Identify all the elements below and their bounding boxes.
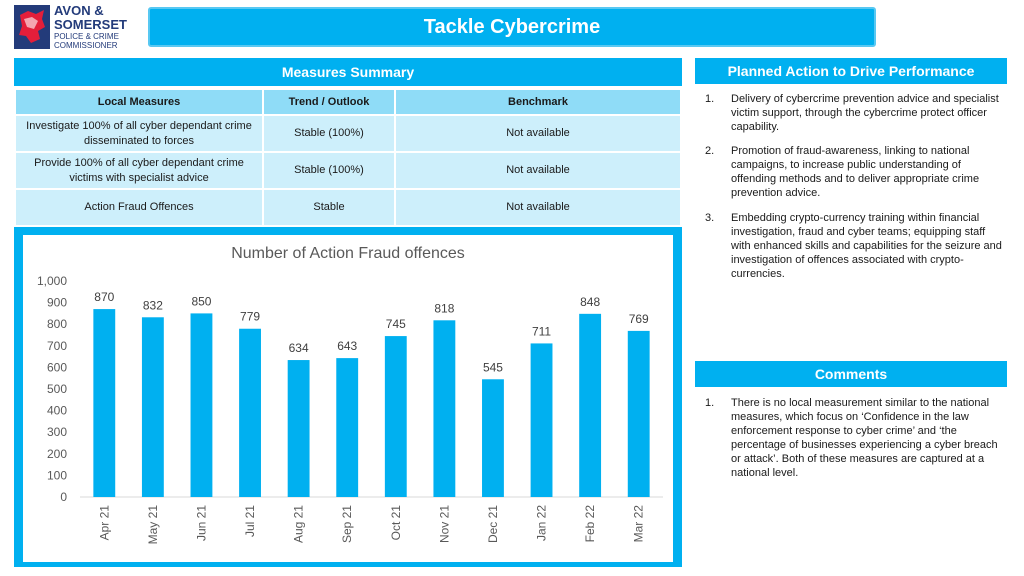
x-tick-label: Jan 22 — [535, 505, 549, 541]
x-tick-label: Feb 22 — [583, 505, 597, 543]
x-tick-label: Sep 21 — [340, 505, 354, 543]
cell-trend: Stable (100%) — [262, 151, 396, 190]
column-header-local-measures: Local Measures — [14, 88, 264, 116]
x-tick-label: Jun 21 — [194, 505, 208, 541]
cell-benchmark: Not available — [394, 188, 682, 227]
cell-measure: Provide 100% of all cyber dependant crim… — [14, 151, 264, 190]
x-tick-label: Dec 21 — [486, 505, 500, 543]
comments-title: Comments — [814, 366, 888, 382]
pcc-logo: AVON & SOMERSET POLICE & CRIME COMMISSIO… — [14, 4, 146, 50]
data-label: 545 — [483, 360, 503, 374]
x-tick-label: Nov 21 — [437, 505, 451, 543]
page-title: Tackle Cybercrime — [423, 15, 601, 38]
bar — [627, 330, 650, 497]
measures-summary-header: Measures Summary — [14, 58, 682, 86]
data-label: 832 — [143, 298, 163, 312]
table-row: Investigate 100% of all cyber dependant … — [14, 114, 682, 153]
x-tick-label: Jul 21 — [243, 505, 257, 537]
x-tick-label: May 21 — [146, 505, 160, 545]
y-tick-label: 900 — [47, 296, 67, 310]
planned-action-header: Planned Action to Drive Performance — [695, 58, 1007, 84]
bar — [93, 309, 116, 497]
chart-title: Number of Action Fraud offences — [231, 245, 465, 262]
data-label: 818 — [434, 301, 454, 315]
data-label: 711 — [532, 324, 551, 338]
cell-benchmark: Not available — [394, 114, 682, 153]
logo-line-4: COMMISSIONER — [54, 41, 118, 50]
bar — [433, 320, 456, 497]
bar — [141, 317, 164, 497]
cell-trend: Stable — [262, 188, 396, 227]
chart-area: Number of Action Fraud offences 0 100 200 3… — [23, 235, 673, 562]
bar — [287, 360, 310, 497]
shield-logo-icon — [14, 5, 50, 49]
cell-benchmark: Not available — [394, 151, 682, 190]
y-tick-label: 200 — [47, 447, 67, 461]
data-label: 779 — [240, 310, 260, 324]
bar-chart: 0 100 200 300 400 500 600 700 800 900 1,000 870 Apr … — [37, 274, 663, 545]
column-header-benchmark: Benchmark — [394, 88, 682, 116]
y-tick-label: 800 — [47, 317, 67, 331]
bar — [530, 343, 553, 497]
x-tick-label: Apr 21 — [97, 505, 111, 541]
y-tick-label: 1,000 — [37, 274, 67, 288]
page-title-bar: Tackle Cybercrime — [148, 7, 876, 47]
cell-measure: Investigate 100% of all cyber dependant … — [14, 114, 264, 153]
table-row: Provide 100% of all cyber dependant crim… — [14, 151, 682, 190]
list-item: 2. Promotion of fraud-awareness, linking… — [695, 144, 1007, 200]
list-item-number: 1. — [705, 93, 715, 105]
logo-line-2: SOMERSET — [54, 17, 127, 32]
list-item-number: 1. — [705, 397, 715, 409]
table-header-row: Local Measures Trend / Outlook Benchmark — [14, 88, 682, 116]
data-label: 769 — [629, 312, 649, 326]
measures-table: Local Measures Trend / Outlook Benchmark… — [14, 88, 682, 227]
data-label: 634 — [289, 341, 309, 355]
table-row: Action Fraud Offences Stable Not availab… — [14, 188, 682, 227]
bar — [239, 328, 261, 497]
bar — [579, 313, 602, 497]
y-tick-label: 700 — [47, 339, 67, 353]
list-item-number: 2. — [705, 145, 715, 158]
y-tick-label: 400 — [47, 404, 67, 418]
column-header-trend: Trend / Outlook — [262, 88, 396, 116]
list-item: 3. Embedding crypto-currency training wi… — [695, 211, 1007, 281]
bar — [482, 379, 504, 497]
list-item: 1. There is no local measurement similar… — [695, 396, 1007, 480]
data-label: 643 — [337, 339, 357, 353]
chart-panel: Number of Action Fraud offences 0 100 200 3… — [14, 227, 682, 567]
data-label: 745 — [386, 317, 406, 331]
comments-list: 1. There is no local measurement similar… — [695, 396, 1007, 490]
measures-summary-title: Measures Summary — [281, 64, 415, 80]
logo-line-1: AVON & — [54, 3, 104, 18]
y-tick-label: 100 — [47, 468, 67, 482]
comments-header: Comments — [695, 361, 1007, 387]
planned-action-title: Planned Action to Drive Performance — [727, 63, 975, 79]
cell-measure: Action Fraud Offences — [14, 188, 264, 227]
bar — [384, 336, 407, 497]
data-label: 870 — [94, 290, 114, 304]
list-item-text: There is no local measurement similar to… — [731, 397, 998, 480]
x-tick-label: Mar 22 — [632, 505, 646, 543]
y-tick-label: 600 — [47, 360, 67, 374]
x-tick-label: Aug 21 — [292, 505, 306, 543]
logo-line-3: POLICE & CRIME — [54, 32, 119, 41]
y-tick-label: 300 — [47, 425, 67, 439]
cell-trend: Stable (100%) — [262, 114, 396, 153]
bar — [336, 358, 359, 497]
bar — [190, 313, 213, 497]
y-tick-label: 0 — [60, 490, 67, 504]
list-item-text: Delivery of cybercrime prevention advice… — [731, 93, 999, 134]
list-item-text: Promotion of fraud-awareness, linking to… — [731, 145, 980, 200]
data-label: 848 — [580, 295, 600, 309]
list-item-text: Embedding crypto-currency training withi… — [731, 211, 1002, 280]
x-tick-label: Oct 21 — [389, 505, 403, 541]
y-tick-label: 500 — [47, 382, 67, 396]
data-label: 850 — [191, 294, 211, 308]
list-item-number: 3. — [705, 211, 715, 224]
list-item: 1. Delivery of cybercrime prevention adv… — [695, 92, 1007, 134]
planned-action-list: 1. Delivery of cybercrime prevention adv… — [695, 92, 1007, 291]
